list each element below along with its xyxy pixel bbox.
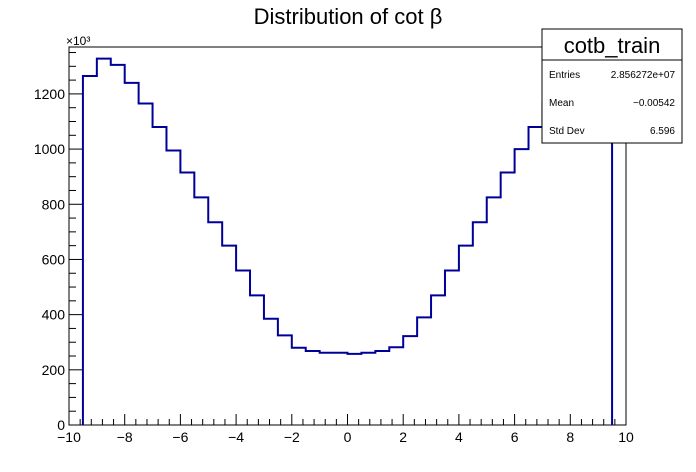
x-tick-label: 10 [618, 429, 634, 445]
y-axis: 0 200 400 600 800 1000 1200 [34, 52, 82, 433]
x-tick-label: −10 [57, 429, 81, 445]
histogram-bin [97, 59, 111, 425]
histogram-bin [348, 354, 362, 425]
histogram-bin [250, 295, 264, 425]
histogram-bin [334, 353, 348, 425]
x-tick-label: −8 [117, 429, 133, 445]
stats-box-title: cotb_train [564, 33, 661, 58]
histogram-bin [139, 104, 153, 425]
histogram-bin [459, 246, 473, 425]
histogram-bin [487, 197, 501, 425]
histogram-bin [83, 76, 97, 425]
histogram-bin [375, 351, 389, 425]
histogram-bin [292, 348, 306, 425]
histogram-bin [278, 335, 292, 425]
histogram-bin [166, 150, 180, 425]
histogram-bin [361, 353, 375, 425]
histogram-bin [180, 173, 194, 425]
y-tick-label: 1000 [34, 141, 65, 157]
x-tick-label: 4 [455, 429, 463, 445]
chart-title: Distribution of cot β [254, 4, 443, 29]
histogram-bin [125, 83, 139, 425]
histogram-bin [529, 127, 543, 425]
x-tick-label: −6 [172, 429, 188, 445]
histogram-bin [403, 336, 417, 425]
stats-mean-value: −0.00542 [633, 98, 675, 109]
stats-stddev-value: 6.596 [650, 126, 675, 137]
stats-box-frame [541, 28, 683, 144]
x-tick-label: 2 [399, 429, 407, 445]
x-tick-label: −2 [284, 429, 300, 445]
histogram-bin [445, 270, 459, 425]
histogram-bin [501, 173, 515, 425]
histogram-bin [473, 222, 487, 425]
stats-stddev-label: Std Dev [549, 126, 585, 137]
x-tick-label: 6 [511, 429, 519, 445]
histogram-bin [194, 197, 208, 425]
histogram-bin [236, 270, 250, 425]
histogram-bin [389, 347, 403, 425]
y-tick-label: 200 [42, 362, 66, 378]
histogram-bin [417, 317, 431, 425]
histogram-bin [542, 104, 556, 425]
histogram-line [81, 57, 614, 425]
x-tick-label: 0 [344, 429, 352, 445]
y-tick-label: 0 [57, 417, 65, 433]
y-tick-label: 1200 [34, 86, 65, 102]
stats-entries-label: Entries [549, 70, 580, 81]
y-tick-label: 600 [42, 251, 66, 267]
histogram-bin [222, 246, 236, 425]
histogram-bin [306, 351, 320, 425]
y-tick-label: 800 [42, 196, 66, 212]
y-tick-label: 400 [42, 307, 66, 323]
histogram-bin [208, 222, 222, 425]
stats-mean-label: Mean [549, 98, 574, 109]
histogram-bin [111, 65, 125, 425]
histogram-bin [153, 127, 167, 425]
stats-entries-value: 2.856272e+07 [611, 70, 676, 81]
histogram-bin [431, 295, 445, 425]
stats-box: cotb_train Entries 2.856272e+07 Mean −0.… [541, 28, 683, 144]
histogram-bin [264, 319, 278, 425]
histogram-bin [320, 353, 334, 425]
histogram-bins [81, 57, 614, 425]
histogram-bin [515, 149, 529, 425]
x-tick-label: 8 [566, 429, 574, 445]
x-tick-label: −4 [228, 429, 244, 445]
x-axis: −10 −8 −6 −4 −2 0 2 4 6 8 10 [57, 414, 634, 445]
y-multiplier-label: ×10³ [66, 34, 90, 48]
